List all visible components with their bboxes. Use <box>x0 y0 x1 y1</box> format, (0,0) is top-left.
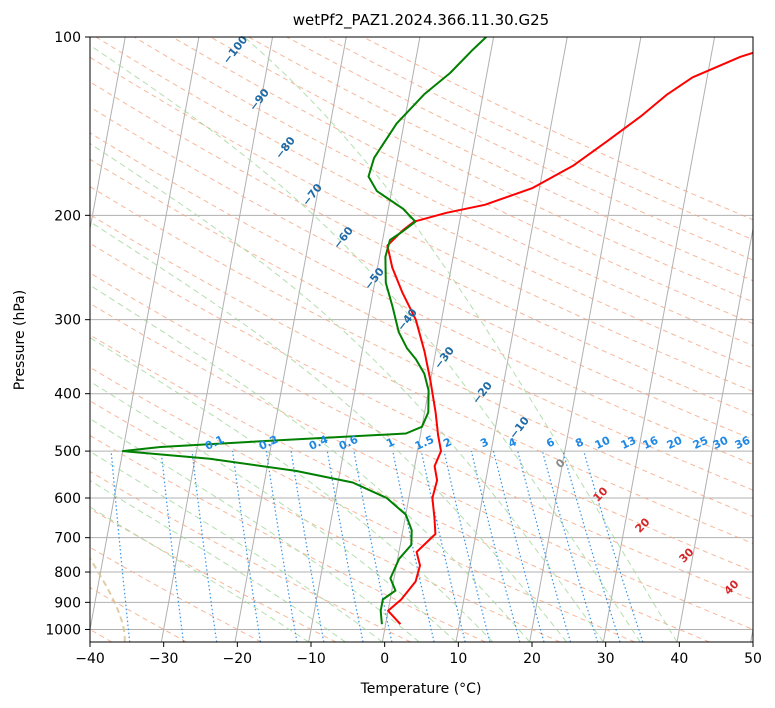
x-axis-label: Temperature (°C) <box>360 681 482 697</box>
mixing-ratio-line <box>420 450 466 642</box>
dry-adiabat-line <box>90 158 753 491</box>
plot-area <box>90 37 753 642</box>
moist-adiabats <box>90 37 678 642</box>
moist-adiabat-line <box>243 37 678 642</box>
dry-adiabat-line <box>90 366 635 642</box>
x-axis-ticks: −40 −30 −20 −10 0 10 20 30 40 50 <box>75 642 762 667</box>
mixing-ratio-label: 36 <box>733 434 753 452</box>
x-tick-label: −20 <box>223 651 253 667</box>
chart-title: wetPf2_PAZ1.2024.366.11.30.G25 <box>293 11 549 30</box>
dry-adiabat-line <box>90 242 753 572</box>
sounding-profiles <box>121 37 753 625</box>
mixing-ratio-line <box>326 450 364 642</box>
y-tick-label: 400 <box>54 387 81 403</box>
mixing-ratio-line <box>470 450 521 642</box>
mixing-ratio-line <box>160 451 185 642</box>
mixing-ratio-line <box>191 451 218 642</box>
plot-frame <box>89 36 754 643</box>
mixing-ratio-line <box>541 450 599 642</box>
x-tick-label: 30 <box>597 651 615 667</box>
dewpoint-profile <box>121 37 487 625</box>
y-tick-label: 100 <box>54 30 81 46</box>
mixing-ratio-line <box>562 450 621 642</box>
mixing-ratio-line <box>232 451 262 642</box>
curved-isopleth-line <box>90 556 126 642</box>
x-tick-label: −40 <box>75 651 105 667</box>
temperature-gridlines <box>90 37 753 642</box>
mixing-ratio-lines <box>110 450 644 642</box>
moist-adiabat-line <box>90 380 457 642</box>
mixing-ratio-line <box>492 450 545 642</box>
isotherm-line <box>90 37 200 633</box>
y-tick-label: 500 <box>54 444 81 460</box>
y-tick-label: 200 <box>54 208 81 224</box>
isotherm-line <box>676 225 753 642</box>
y-axis-ticks: 100 200 300 400 500 600 700 800 900 1000 <box>45 30 90 638</box>
dry-adiabat-line <box>90 106 753 441</box>
y-tick-label: 900 <box>54 595 81 611</box>
moist-adiabat-line <box>90 450 383 642</box>
dry-adiabats <box>90 37 753 642</box>
dry-adiabat-line <box>90 56 753 393</box>
isotherm-line <box>308 37 421 642</box>
mixing-ratio-line <box>443 450 491 642</box>
y-tick-label: 700 <box>54 531 81 547</box>
isotherm-line <box>234 37 347 642</box>
dry-adiabat-line <box>133 37 753 347</box>
mixing-ratio-line <box>583 450 644 642</box>
dry-adiabat-line <box>90 302 753 630</box>
pressure-gridlines <box>90 37 753 630</box>
isotherm-line <box>381 37 495 642</box>
x-tick-label: 10 <box>449 651 467 667</box>
moist-adiabat-line <box>90 480 346 642</box>
dry-adiabat-line <box>90 400 561 642</box>
isotherm-line <box>160 37 274 642</box>
mixing-ratio-line <box>392 450 435 642</box>
isotherm-line <box>602 37 716 642</box>
x-tick-label: 0 <box>380 651 389 667</box>
isotherm-line <box>90 37 126 232</box>
y-tick-label: 1000 <box>45 622 81 638</box>
x-tick-label: −10 <box>296 651 326 667</box>
moist-adiabat-line <box>90 142 604 642</box>
mixing-ratio-label: 30 <box>711 434 731 452</box>
mixing-ratio-label: 16 <box>641 434 661 452</box>
y-tick-label: 300 <box>54 313 81 329</box>
temperature-profile <box>386 51 753 625</box>
moist-adiabat-line <box>90 336 494 642</box>
isotherm-line <box>529 37 642 642</box>
x-tick-label: 20 <box>523 651 541 667</box>
moist-adiabat-line <box>90 44 641 642</box>
isotherm-line <box>455 37 568 642</box>
dry-adiabat-line <box>90 508 337 642</box>
dry-adiabat-line <box>90 213 753 545</box>
mixing-ratio-label: 13 <box>619 434 638 452</box>
mixing-ratio-line <box>353 450 393 642</box>
mixing-ratio-label: 25 <box>691 434 710 452</box>
mixing-ratio-label: 10 <box>593 434 613 452</box>
mixing-ratio-label: 20 <box>665 434 685 452</box>
dry-adiabat-line <box>90 272 753 601</box>
y-tick-label: 600 <box>54 491 81 507</box>
x-tick-label: −30 <box>149 651 179 667</box>
moist-adiabat-line <box>90 221 567 642</box>
x-tick-label: 40 <box>670 651 688 667</box>
dry-adiabat-line <box>90 435 486 642</box>
mixing-ratio-line <box>110 451 131 642</box>
y-tick-label: 800 <box>54 565 81 581</box>
x-tick-label: 50 <box>744 651 762 667</box>
y-axis-label: Pressure (hPa) <box>12 290 28 390</box>
mixing-ratio-line <box>517 450 572 642</box>
